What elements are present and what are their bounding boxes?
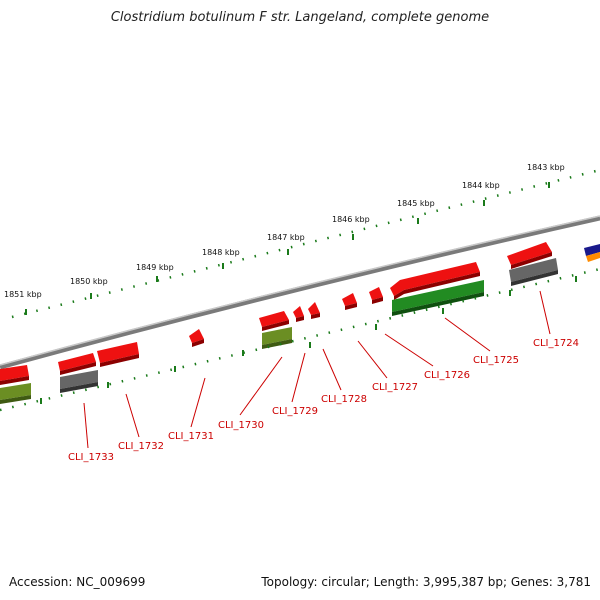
ruler-label: 1850 kbp bbox=[70, 277, 108, 286]
forward-genes bbox=[0, 242, 552, 385]
ruler-labels: 1851 kbp 1850 kbp 1849 kbp 1848 kbp 1847… bbox=[4, 163, 565, 299]
callout-lines bbox=[83, 290, 551, 449]
gene-feature[interactable] bbox=[369, 287, 383, 304]
gene-label: CLI_1733 bbox=[68, 452, 114, 463]
gene-label: CLI_1724 bbox=[533, 338, 579, 349]
gene-labels: CLI_1733 CLI_1732 CLI_1731 CLI_1730 CLI_… bbox=[68, 338, 579, 463]
gene-feature[interactable] bbox=[293, 306, 304, 322]
ruler-label: 1849 kbp bbox=[136, 263, 174, 272]
gene-feature[interactable] bbox=[58, 353, 96, 375]
ruler-label: 1845 kbp bbox=[397, 199, 435, 208]
gene-feature[interactable] bbox=[507, 242, 552, 269]
topology-summary: Topology: circular; Length: 3,995,387 bp… bbox=[261, 575, 591, 589]
ruler-label: 1847 kbp bbox=[267, 233, 305, 242]
gene-feature[interactable] bbox=[342, 293, 357, 310]
ruler-label: 1844 kbp bbox=[462, 181, 500, 190]
gene-feature[interactable] bbox=[0, 383, 31, 404]
gene-label: CLI_1727 bbox=[372, 382, 418, 393]
gene-label: CLI_1725 bbox=[473, 355, 519, 366]
gene-feature[interactable] bbox=[308, 302, 320, 319]
map-title: Clostridium botulinum F str. Langeland, … bbox=[110, 10, 490, 25]
inner-ruler bbox=[0, 267, 600, 412]
gene-label: CLI_1728 bbox=[321, 394, 367, 405]
gene-label: CLI_1731 bbox=[168, 431, 214, 442]
gene-feature-edge[interactable] bbox=[584, 244, 600, 262]
accession-text: Accession: NC_009699 bbox=[9, 575, 146, 589]
gene-feature[interactable] bbox=[390, 262, 480, 300]
gene-feature[interactable] bbox=[0, 365, 29, 385]
gene-feature[interactable] bbox=[262, 327, 292, 349]
gene-feature[interactable] bbox=[392, 280, 484, 316]
reverse-features bbox=[0, 244, 600, 404]
ruler-label: 1843 kbp bbox=[527, 163, 565, 172]
gene-label: CLI_1726 bbox=[424, 370, 470, 381]
gene-feature[interactable] bbox=[97, 342, 139, 367]
gene-label: CLI_1729 bbox=[272, 406, 318, 417]
gene-feature[interactable] bbox=[259, 311, 289, 331]
gene-feature[interactable] bbox=[509, 258, 558, 286]
ruler-label: 1851 kbp bbox=[4, 290, 42, 299]
ruler-label: 1846 kbp bbox=[332, 215, 370, 224]
gene-label: CLI_1730 bbox=[218, 420, 264, 431]
gene-feature[interactable] bbox=[189, 329, 204, 347]
genome-backbone bbox=[0, 215, 600, 370]
gene-label: CLI_1732 bbox=[118, 441, 164, 452]
ruler-label: 1848 kbp bbox=[202, 248, 240, 257]
gene-feature[interactable] bbox=[60, 370, 98, 393]
outer-ruler bbox=[11, 168, 600, 319]
